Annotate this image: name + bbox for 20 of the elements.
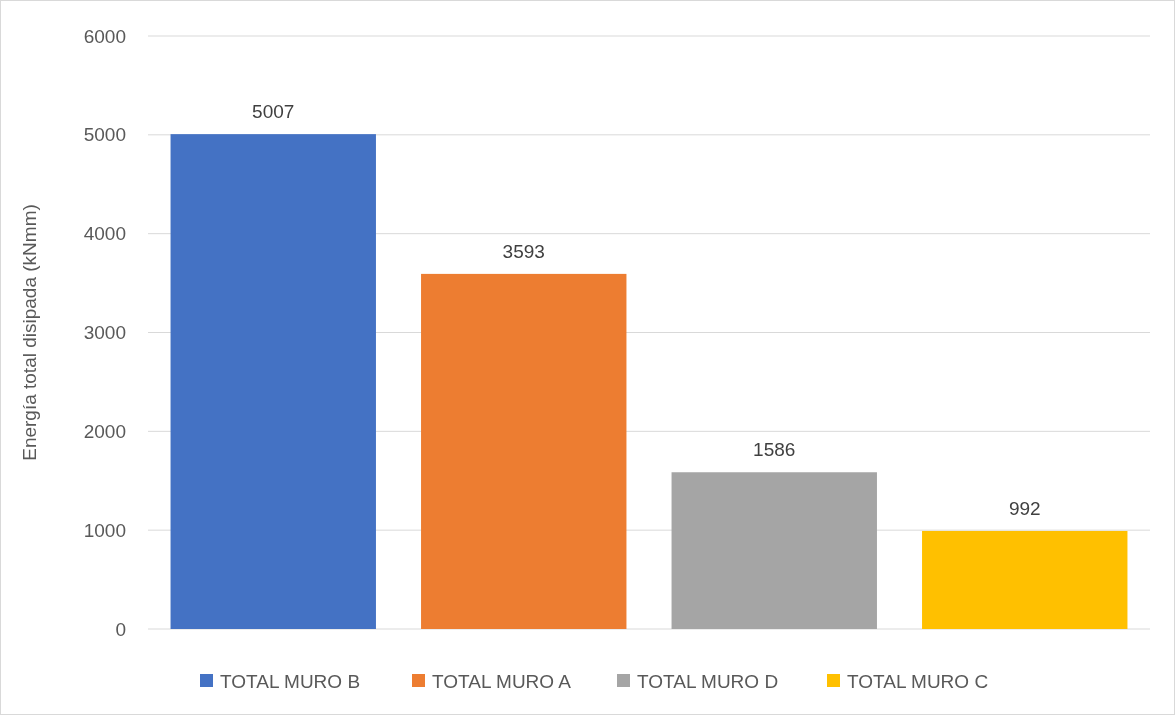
y-axis-title: Energía total disipada (kNmm) — [19, 204, 40, 461]
data-label: 5007 — [252, 101, 295, 123]
y-tick-label: 6000 — [83, 25, 126, 47]
legend-label: TOTAL MURO A — [432, 670, 572, 692]
bar — [922, 530, 1128, 629]
data-label: 1586 — [753, 439, 796, 461]
legend-label: TOTAL MURO B — [220, 670, 361, 692]
y-tick-label: 5000 — [83, 124, 126, 146]
bar — [671, 472, 877, 629]
legend-label: TOTAL MURO D — [637, 670, 779, 692]
y-tick-label: 1000 — [83, 519, 126, 541]
y-tick-label: 0 — [115, 618, 126, 640]
bar — [170, 134, 376, 629]
y-tick-label: 4000 — [83, 223, 126, 245]
legend-label: TOTAL MURO C — [847, 670, 989, 692]
data-label: 992 — [1008, 497, 1041, 519]
y-tick-label: 3000 — [83, 322, 126, 344]
data-label: 3593 — [502, 240, 545, 262]
bar — [421, 273, 627, 629]
y-tick-label: 2000 — [83, 420, 126, 442]
